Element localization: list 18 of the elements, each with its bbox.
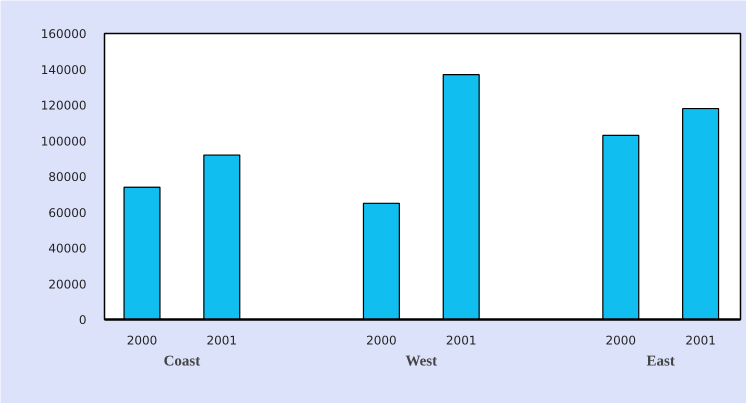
text: West xyxy=(405,354,438,370)
text: East xyxy=(646,354,675,370)
y-tick-label: 100000 xyxy=(40,134,87,148)
y-tick-label: 0 xyxy=(78,313,87,327)
y-tick-label: 20000 xyxy=(48,277,87,292)
y-tick-label: 140000 xyxy=(40,62,87,77)
x-tick-label: 2000 xyxy=(366,334,397,348)
text: Coast xyxy=(164,354,200,370)
x-tick-label: 2001 xyxy=(206,334,238,348)
x-tick-label: 2000 xyxy=(606,334,636,348)
y-tick-label: 160000 xyxy=(40,27,87,41)
y-tick-label: 120000 xyxy=(40,98,87,112)
y-tick-label: 80000 xyxy=(48,170,87,184)
x-tick-label: 2001 xyxy=(685,334,716,348)
x-tick-label: 2000 xyxy=(126,334,158,348)
y-tick-label: 60000 xyxy=(48,206,87,220)
x-tick-label: 2001 xyxy=(446,334,476,348)
y-tick-label: 40000 xyxy=(48,242,87,256)
